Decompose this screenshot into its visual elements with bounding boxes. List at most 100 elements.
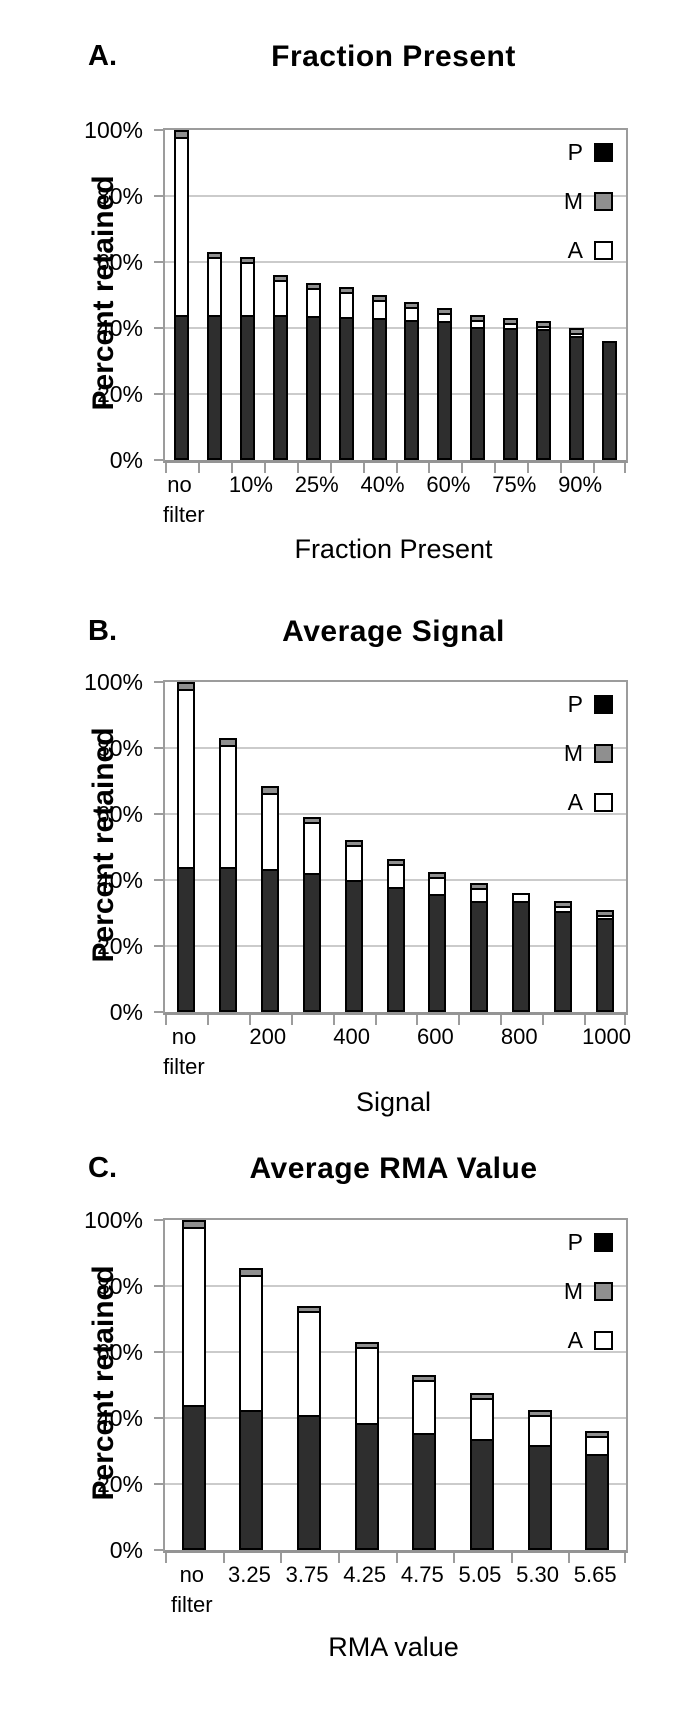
y-axis-tick — [154, 681, 165, 683]
bar-segment-present — [571, 338, 583, 458]
bar — [437, 308, 453, 460]
x-tick-label-line: filter — [171, 1592, 213, 1617]
bar — [469, 1393, 494, 1550]
bar-segment-marginal — [471, 1395, 492, 1400]
x-tick-label: 4.25 — [336, 1560, 394, 1620]
bar-segment-present — [241, 1412, 262, 1548]
x-tick-label: 1000 — [582, 1022, 631, 1082]
bar-segment-absent — [299, 1313, 320, 1418]
gridline — [165, 747, 626, 749]
bar — [338, 287, 354, 460]
x-tick-label: 5.30 — [509, 1560, 567, 1620]
y-axis-tick — [154, 1011, 165, 1013]
legend-item-a: A — [568, 789, 613, 815]
bar-segment-absent — [304, 824, 319, 876]
bar-segment-present — [587, 1456, 608, 1548]
x-tick-label: no filter — [163, 470, 205, 530]
x-axis-tick — [248, 1015, 251, 1025]
x-axis-tick — [263, 463, 266, 473]
y-axis-tick — [154, 261, 165, 263]
legend-item-m: M — [564, 188, 613, 214]
bar-segment-marginal — [274, 277, 286, 283]
bar-segment-present — [388, 889, 403, 1010]
legend-label-p: P — [567, 690, 583, 717]
chart-title-b: Average Signal — [282, 615, 505, 648]
x-tick-label-line: 25% — [294, 472, 339, 497]
y-axis-tick — [154, 747, 165, 749]
x-tick-label-line: 800 — [500, 1024, 538, 1049]
y-axis-tick — [154, 945, 165, 947]
bar-segment-marginal — [571, 330, 583, 335]
y-tick-label: 20% — [96, 1471, 143, 1497]
bar-segment-marginal — [472, 317, 484, 322]
x-axis-tick — [374, 1015, 377, 1025]
y-tick-label: 100% — [84, 1207, 143, 1233]
bar-segment-marginal — [208, 254, 220, 260]
x-tick-label-line: 4.25 — [343, 1562, 387, 1587]
bar-segment-marginal — [388, 861, 403, 866]
y-tick-label: 80% — [96, 1273, 143, 1299]
x-axis-tick — [222, 1553, 225, 1563]
x-tick-label-line: 5.05 — [458, 1562, 502, 1587]
x-axis-tick — [329, 463, 332, 473]
gridline — [165, 1417, 626, 1419]
x-tick-label: 25% — [294, 470, 339, 530]
bar — [305, 283, 321, 460]
bar-segment-present — [604, 343, 616, 458]
bar-segment-present — [514, 903, 529, 1010]
bar-segment-absent — [472, 890, 487, 904]
x-axis-title-c: RMA value — [328, 1632, 459, 1662]
x-axis-tick — [624, 1015, 626, 1025]
bar — [173, 130, 189, 460]
y-tick-label: 40% — [96, 1405, 143, 1431]
gridline — [165, 393, 626, 395]
legend-swatch-p — [594, 142, 613, 162]
bar-segment-absent — [471, 1400, 492, 1442]
bar — [371, 295, 387, 460]
x-axis-tick — [542, 1015, 545, 1025]
x-tick-label — [373, 1022, 415, 1082]
bar — [272, 275, 288, 460]
legend-swatch-p — [594, 1232, 613, 1252]
legend-label-m: M — [563, 739, 583, 766]
x-axis-tick — [332, 1015, 335, 1025]
bar-segment-present — [472, 328, 484, 458]
x-tick-label: 40% — [361, 470, 405, 530]
panel-letter-c: C. — [88, 1152, 117, 1184]
x-tick-label: 10% — [229, 470, 273, 530]
x-tick-label: 90% — [558, 470, 602, 530]
bar-segment-present — [274, 316, 286, 458]
x-tick-label: 800 — [498, 1022, 540, 1082]
y-axis-tick — [154, 1351, 165, 1353]
bar — [181, 1220, 206, 1550]
bar-segment-present — [208, 317, 220, 458]
bar — [527, 1410, 552, 1550]
x-tick-label — [289, 1022, 331, 1082]
y-axis-tick — [154, 1417, 165, 1419]
legend-swatch-m — [594, 743, 613, 763]
x-axis-tick — [510, 1553, 513, 1563]
bar-segment-present — [556, 912, 571, 1010]
bar-segment-present — [505, 329, 517, 458]
bar — [470, 315, 486, 460]
bar-segment-present — [406, 322, 418, 458]
bar-segment-present — [183, 1407, 204, 1548]
bar-segment-present — [598, 920, 613, 1010]
y-tick-label: 0% — [109, 1537, 143, 1563]
y-axis-tick — [154, 459, 165, 461]
x-tick-label: 5.05 — [451, 1560, 509, 1620]
y-tick-label: 80% — [96, 735, 143, 761]
bar-segment-present — [178, 869, 193, 1010]
x-axis-tick — [362, 463, 365, 473]
gridline — [165, 327, 626, 329]
bar-segment-absent — [514, 895, 529, 904]
x-tick-label — [459, 470, 492, 530]
bar-segment-absent — [178, 690, 193, 870]
x-tick-label: 5.65 — [566, 1560, 624, 1620]
bar-segment-absent — [208, 259, 220, 318]
legend-swatch-m — [594, 1281, 613, 1301]
x-tick-label — [393, 470, 426, 530]
gridline — [165, 1351, 626, 1353]
bar-segment-absent — [373, 302, 385, 321]
